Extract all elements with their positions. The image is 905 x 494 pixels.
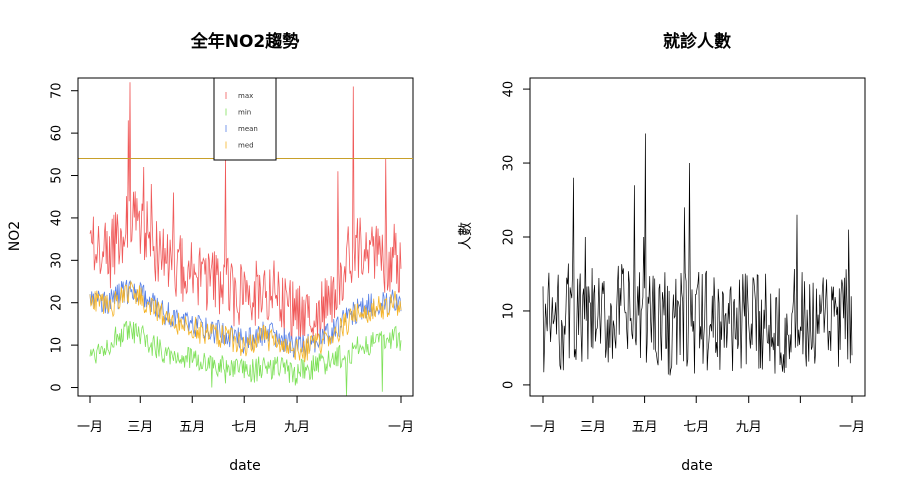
- visits-plot-box: [529, 77, 866, 397]
- no2-y-tick-label: 10: [50, 337, 65, 354]
- no2-legend: max min mean med: [213, 77, 277, 161]
- no2-x-tick-label: 三月: [127, 420, 153, 435]
- legend-label-max: max: [238, 92, 253, 100]
- visits-x-axis-label: date: [681, 458, 713, 474]
- visits-panel: 就診人數 date 人數 0 10 20 30 40 一月 三月 五月 七月 九月 一月: [458, 31, 866, 474]
- visits-y-tick-label: 20: [502, 229, 517, 246]
- visits-axes: 0 10 20 30 40 一月 三月 五月 七月 九月 一月: [502, 81, 866, 435]
- no2-y-tick-label: 20: [50, 294, 65, 311]
- visits-y-tick-label: 0: [502, 381, 517, 389]
- no2-y-tick-label: 40: [50, 210, 65, 227]
- no2-y-tick-label: 60: [50, 125, 65, 142]
- legend-label-mean: mean: [238, 125, 258, 133]
- no2-chart-title: 全年NO2趨勢: [190, 31, 300, 52]
- no2-series-mean: [89, 279, 402, 358]
- no2-series-med: [89, 280, 402, 363]
- legend-box: [213, 77, 277, 161]
- visits-y-tick-label: 30: [502, 155, 517, 172]
- visits-chart-title: 就診人數: [663, 31, 731, 52]
- no2-y-tick-label: 70: [50, 82, 65, 99]
- no2-y-tick-label: 0: [50, 383, 65, 391]
- visits-x-tick-label: 五月: [632, 420, 658, 435]
- visits-x-tick-label: 九月: [736, 420, 762, 435]
- no2-y-axis-label: NO2: [7, 221, 23, 251]
- legend-label-med: med: [238, 142, 254, 150]
- visits-y-tick-label: 10: [502, 303, 517, 320]
- no2-x-tick-label: 九月: [284, 420, 310, 435]
- no2-y-tick-label: 50: [50, 167, 65, 184]
- no2-series-group: [78, 82, 413, 397]
- visits-series-line: [542, 133, 853, 376]
- no2-x-tick-label: 七月: [231, 420, 257, 435]
- legend-label-min: min: [238, 109, 251, 117]
- no2-y-tick-label: 30: [50, 252, 65, 269]
- no2-axes: 0 10 20 30 40 50 60 70 一月 三月 五月 七月 九月 一月: [50, 82, 415, 435]
- visits-y-axis-label: 人數: [458, 222, 474, 250]
- no2-x-axis-label: date: [229, 458, 261, 474]
- no2-x-tick-label: 一月: [388, 420, 414, 435]
- no2-x-tick-label: 一月: [77, 420, 103, 435]
- visits-series-group: [542, 133, 853, 376]
- visits-x-tick-label: 七月: [683, 420, 709, 435]
- no2-series-max: [89, 82, 402, 348]
- no2-series-min: [89, 320, 402, 397]
- visits-x-tick-label: 三月: [580, 420, 606, 435]
- no2-trend-panel: 全年NO2趨勢 date NO2 0 10 20 30 40 50 60 70 一月 三月 五月 七月…: [7, 31, 414, 474]
- visits-x-tick-label: 一月: [839, 420, 865, 435]
- visits-x-tick-label: 一月: [530, 420, 556, 435]
- visits-y-tick-label: 40: [502, 81, 517, 98]
- no2-x-tick-label: 五月: [179, 420, 205, 435]
